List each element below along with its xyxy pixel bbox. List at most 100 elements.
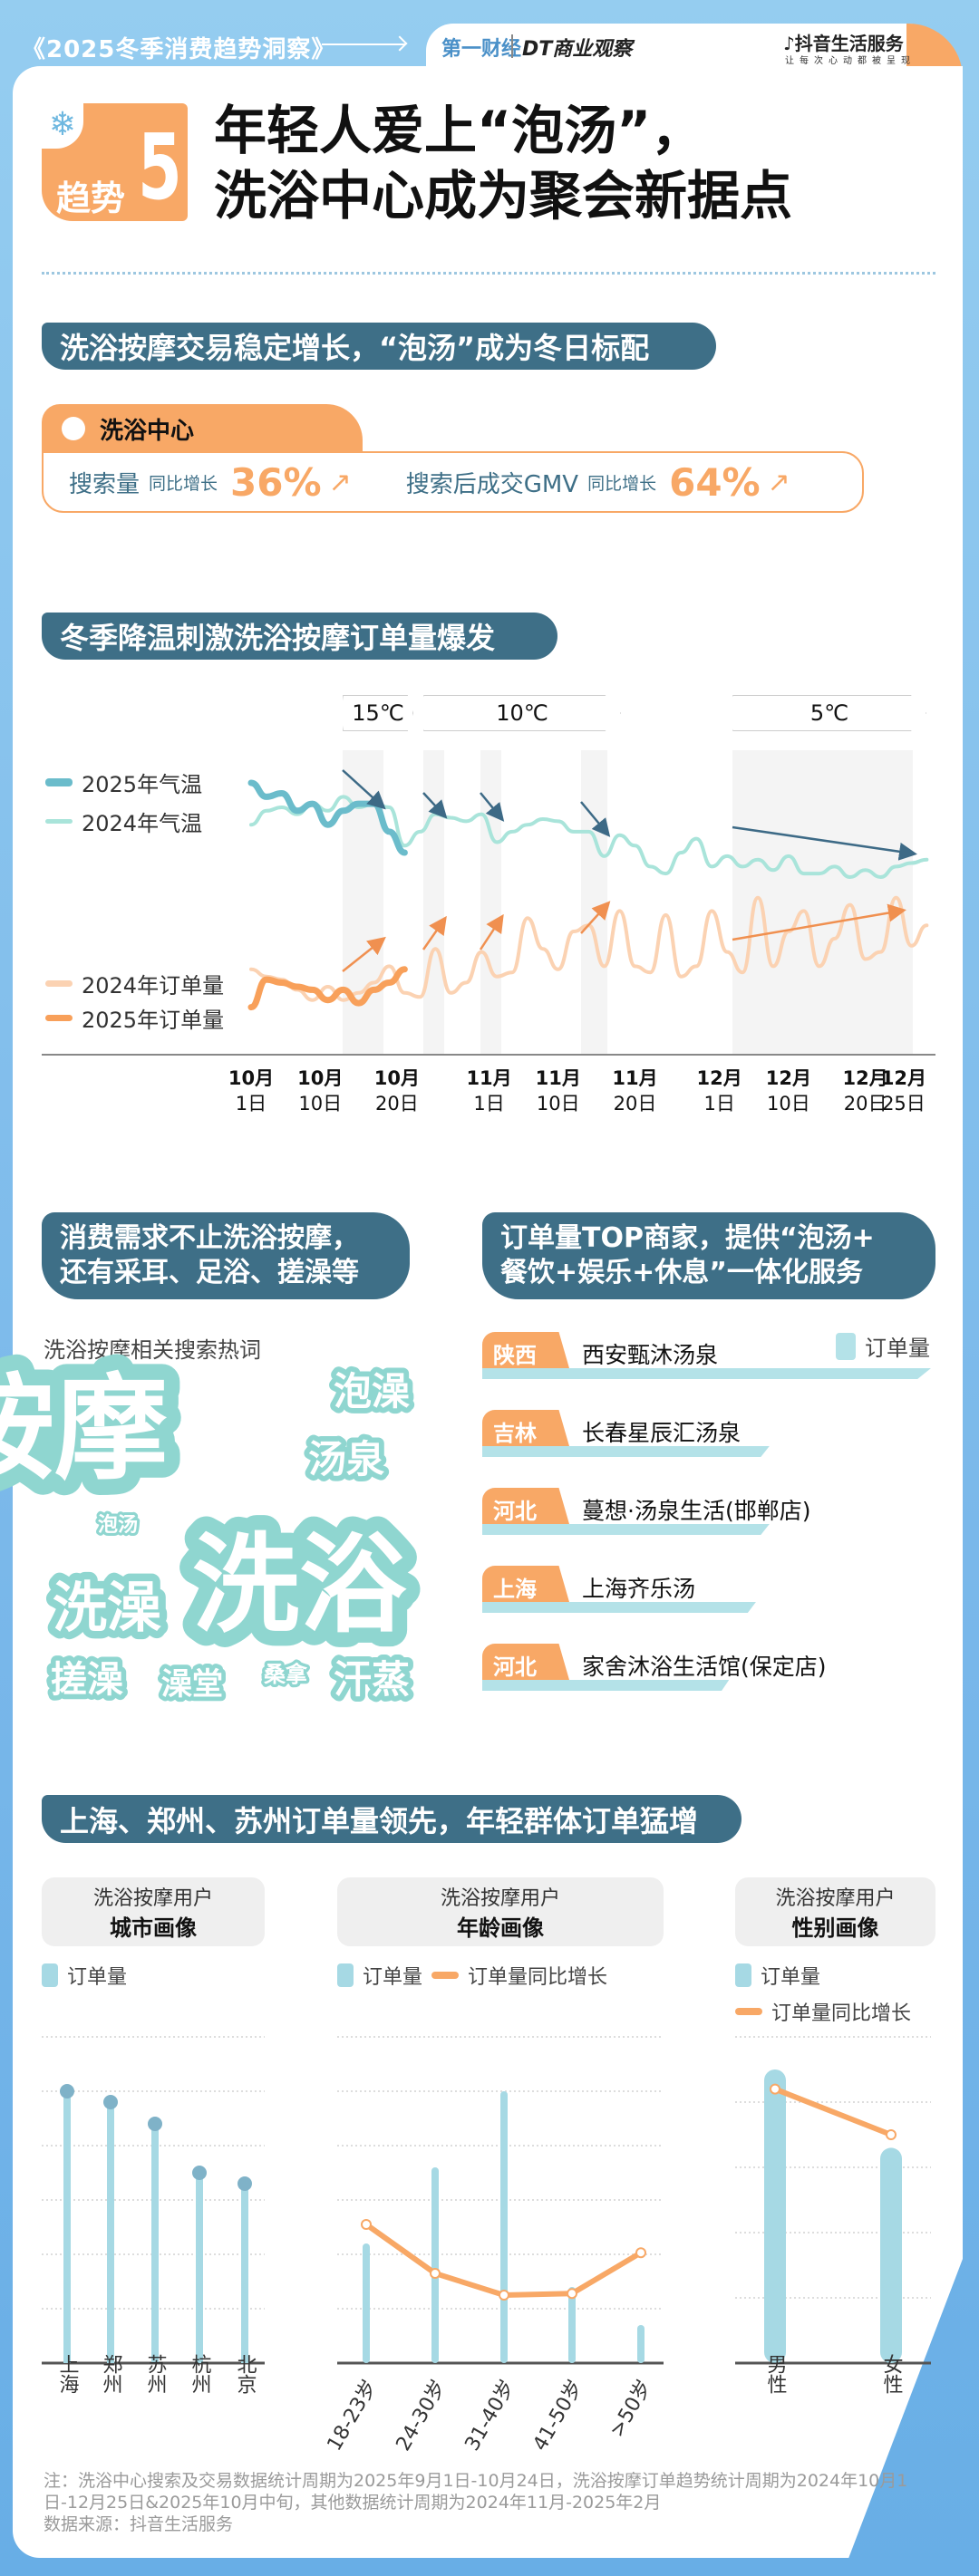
footnote-note: 注：洗浴中心搜索及交易数据统计周期为2025年9月1日-10月24日，洗浴按摩订…: [44, 2471, 908, 2513]
region-tag: 上海: [482, 1566, 569, 1602]
gender-growth-line: [773, 2086, 893, 2137]
x-tick-label: 11月 1日: [466, 1066, 511, 1116]
legend-swatch: [735, 1963, 751, 1987]
city-bar-cap: [192, 2166, 207, 2180]
x-tick-label: 10月 10日: [297, 1066, 343, 1116]
city-bar: [241, 2184, 248, 2363]
age-growth-point: [361, 2219, 372, 2230]
city-bar-cap: [60, 2084, 74, 2098]
section-header: 订单量TOP商家，提供“泡汤+ 餐饮+娱乐+休息”一体化服务: [482, 1212, 935, 1299]
header-line: 还有采耳、足浴、搓澡等: [60, 1257, 359, 1288]
header-line: 订单量TOP商家，提供“泡汤+: [500, 1222, 875, 1254]
city-bar: [63, 2091, 71, 2363]
tick-day: 1日: [703, 1093, 735, 1114]
legend-temp-2025: 2025年气温: [45, 767, 202, 798]
metric-sub: 同比增长: [587, 473, 657, 494]
dt-logo: DT商业观察: [522, 38, 633, 61]
footnote: 注：洗浴中心搜索及交易数据统计周期为2025年9月1日-10月24日，洗浴按摩订…: [44, 2470, 914, 2535]
section-header: 上海、郑州、苏州订单量领先，年轻群体订单猛增: [42, 1795, 742, 1843]
trend-number: 5: [138, 114, 182, 220]
x-category-label: 24-30岁: [393, 2377, 451, 2455]
city-bar-cap: [237, 2176, 252, 2191]
age-bar: [431, 2167, 439, 2363]
tick-month: 10月: [297, 1067, 344, 1089]
legend-label: 订单量: [67, 1966, 128, 1989]
douyin-logo-text: 抖音生活服务: [794, 33, 904, 54]
hot-word: 桑拿: [264, 1662, 308, 1687]
legend-label: 2025年气温: [82, 772, 203, 797]
hot-words-label: 洗浴按摩相关搜索热词: [44, 1337, 261, 1363]
legend-swatch: [45, 980, 73, 987]
age-growth-point: [635, 2247, 646, 2259]
merchant-name: 上海齐乐汤: [582, 1576, 696, 1602]
panel-header-gender: 洗浴按摩用户 性别画像: [735, 1877, 935, 1946]
tick-month: 12月: [765, 1067, 812, 1089]
x-category-label: 31-40岁: [461, 2377, 520, 2455]
trend-chart: [42, 750, 935, 1056]
section-header: 冬季降温刺激洗浴按摩订单量爆发: [42, 613, 557, 660]
age-bar: [637, 2325, 645, 2363]
hot-word: 汗蒸: [334, 1657, 410, 1702]
tick-day: 10日: [536, 1093, 580, 1114]
hot-word: 洗澡: [53, 1577, 161, 1640]
legend-label: 订单量: [761, 1966, 821, 1989]
trend-up-icon: ↗: [328, 466, 352, 498]
section-header: 消费需求不止洗浴按摩， 还有采耳、足浴、搓澡等: [42, 1212, 410, 1299]
tick-day: 20日: [375, 1093, 419, 1114]
x-tick-label: 10月 1日: [228, 1066, 274, 1116]
temp-down-arrow: [422, 792, 448, 819]
footnote-source: 数据来源：抖音生活服务: [44, 2514, 234, 2534]
content-card: [13, 66, 963, 2558]
gender-bar: [764, 2069, 786, 2363]
legend-swatch: [45, 1015, 73, 1021]
x-tick-label: 12月 10日: [766, 1066, 811, 1116]
dotted-divider: [42, 272, 935, 275]
douyin-slogan: 让每次心动都被呈现: [785, 56, 916, 66]
tick-month: 10月: [373, 1067, 421, 1089]
city-bar-cap: [103, 2095, 118, 2109]
order-bar: [482, 1680, 730, 1691]
panel-header-city: 洗浴按摩用户 城市画像: [42, 1877, 265, 1946]
legend-orders: 订单量: [735, 1961, 820, 1990]
legend-swatch: [337, 1963, 354, 1987]
category-label: 洗浴中心: [100, 417, 195, 445]
tick-month: 11月: [535, 1067, 581, 1089]
orders-2025-line: [247, 966, 408, 1011]
panel-title: 洗浴按摩用户: [775, 1887, 896, 1910]
legend-label: 2024年气温: [82, 811, 203, 836]
orders-up-arrow: [422, 915, 447, 950]
age-growth-point: [567, 2288, 577, 2300]
region-tag: 河北: [482, 1644, 569, 1680]
legend-label: 订单量: [865, 1336, 930, 1361]
panel-subtitle: 性别画像: [791, 1915, 879, 1941]
x-category-label: >50岁: [606, 2377, 656, 2442]
order-bar: [482, 1446, 770, 1457]
tick-day: 1日: [235, 1093, 267, 1114]
temp-2025-line: [247, 779, 408, 856]
legend-line: [431, 1972, 460, 1979]
tick-day: 10日: [767, 1093, 810, 1114]
city-bar: [196, 2173, 203, 2363]
x-tick-label: 12月 20日: [842, 1066, 887, 1116]
x-category-label: 女性: [880, 2354, 904, 2394]
region-tag: 吉林: [482, 1410, 569, 1446]
x-category-label: 苏州: [144, 2354, 168, 2394]
city-bar: [151, 2124, 159, 2363]
x-tick-label: 10月 20日: [374, 1066, 420, 1116]
panel-header-age: 洗浴按摩用户 年龄画像: [337, 1877, 664, 1946]
legend-label: 2025年订单量: [82, 1008, 225, 1033]
metric-sub: 同比增长: [149, 473, 218, 494]
yicai-logo: 第一财经: [441, 38, 522, 61]
order-bar: [482, 1524, 770, 1535]
age-bar: [363, 2243, 370, 2363]
legend-label: 订单量同比增长: [771, 2002, 912, 2025]
legend-order-2024: 2024年订单量: [45, 968, 224, 999]
panel-subtitle: 年龄画像: [457, 1915, 544, 1941]
section-header: 洗浴按摩交易稳定增长，“泡汤”成为冬日标配: [42, 323, 716, 370]
series-title: 《2025冬季消费趋势洞察》: [22, 36, 336, 63]
hot-word: 汤泉: [308, 1437, 384, 1481]
x-category-label: 北京: [234, 2354, 257, 2394]
merchant-name: 长春星辰汇汤泉: [582, 1420, 742, 1446]
merchant-row: 河北 家舍沐浴生活馆(保定店): [482, 1644, 935, 1694]
